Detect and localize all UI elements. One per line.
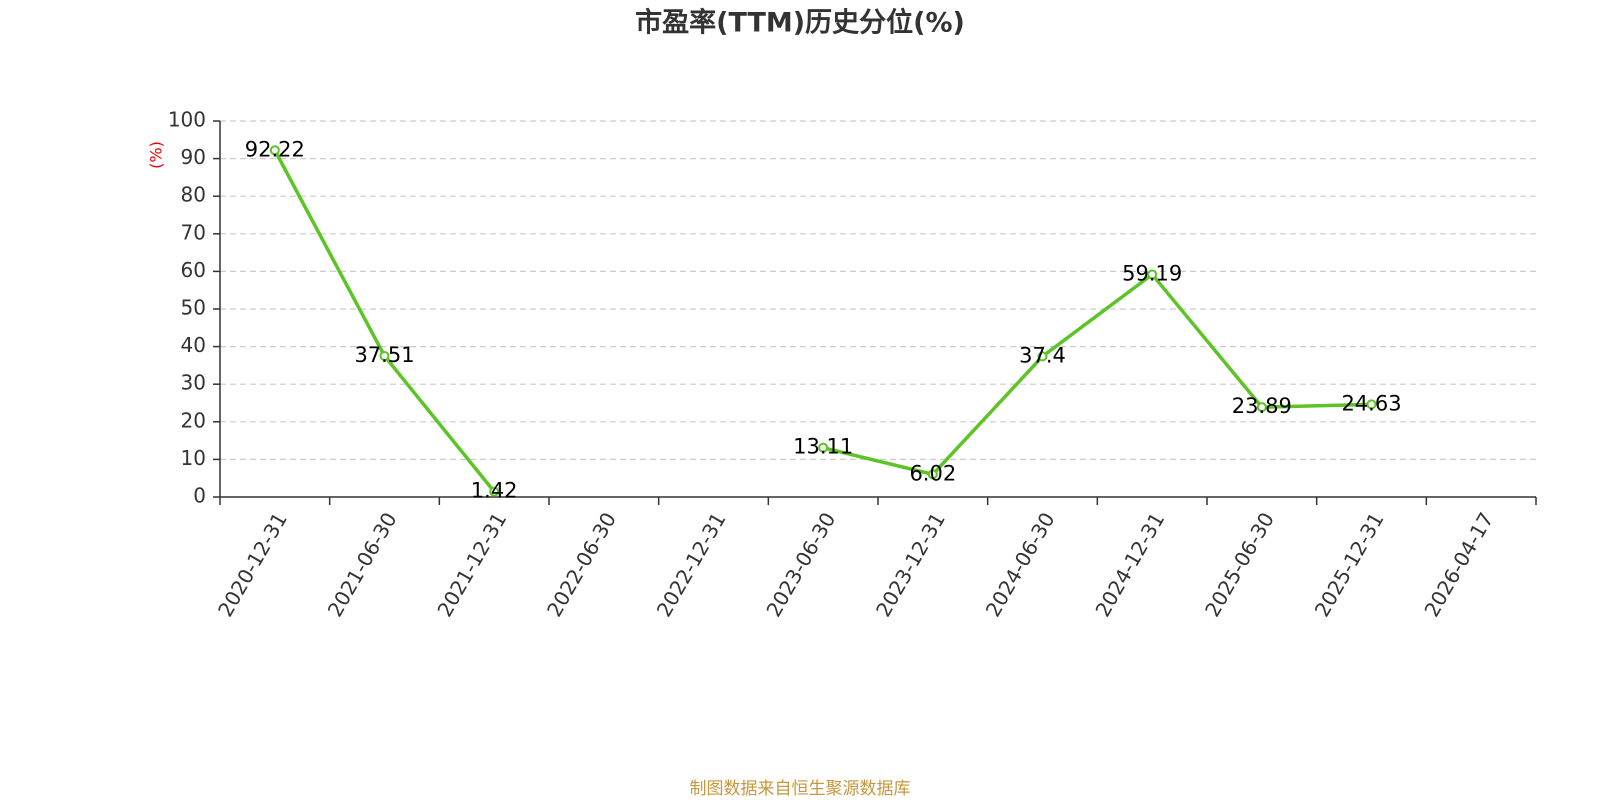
- point: [489, 486, 500, 497]
- y-tick-label: 40: [181, 333, 206, 357]
- value-label: 1.42: [471, 479, 518, 503]
- point: [927, 469, 938, 480]
- y-tick-label: 90: [181, 145, 206, 169]
- x-tick-label: 2024-12-31: [1090, 508, 1169, 621]
- value-label: 13.11: [793, 435, 853, 459]
- point: [1256, 402, 1267, 413]
- value-label: 6.02: [909, 461, 956, 485]
- x-tick-label: 2025-06-30: [1200, 508, 1279, 621]
- x-tick-label: 2023-12-31: [871, 508, 950, 621]
- y-tick-label: 60: [181, 258, 206, 282]
- value-label: 37.51: [354, 343, 414, 367]
- y-tick-label: 50: [181, 296, 206, 320]
- point: [1037, 351, 1048, 362]
- x-tick-label: 2022-06-30: [542, 508, 621, 621]
- point: [818, 442, 829, 453]
- y-tick-label: 20: [181, 408, 206, 432]
- chart-title: 市盈率(TTM)历史分位(%): [635, 7, 965, 39]
- x-tick-label: 2025-12-31: [1310, 508, 1389, 621]
- x-tick-label: 2023-06-30: [761, 508, 840, 621]
- value-label: 37.4: [1019, 343, 1066, 367]
- y-tick-label: 70: [181, 220, 206, 244]
- point: [269, 145, 280, 156]
- y-tick-label: 80: [181, 183, 206, 207]
- source-note: 制图数据来自恒生聚源数据库: [690, 779, 911, 799]
- x-tick-label: 2026-04-17: [1419, 508, 1498, 621]
- y-tick-label: 10: [181, 446, 206, 470]
- x-tick-label: 2021-12-31: [432, 508, 511, 621]
- y-tick-label: 100: [168, 108, 206, 132]
- x-tick-label: 2024-06-30: [981, 508, 1060, 621]
- point: [1147, 269, 1158, 280]
- point: [379, 350, 390, 361]
- x-tick-label: 2022-12-31: [652, 508, 731, 621]
- value-label: 23.89: [1232, 394, 1292, 418]
- y-axis-label: (%): [147, 141, 166, 169]
- value-label: 92.22: [245, 137, 305, 161]
- value-label: 24.63: [1341, 391, 1401, 415]
- y-tick-label: 0: [193, 484, 206, 508]
- point: [1366, 399, 1377, 410]
- value-label: 59.19: [1122, 261, 1182, 285]
- x-tick-label: 2020-12-31: [213, 508, 292, 621]
- x-tick-label: 2021-06-30: [323, 508, 402, 621]
- y-tick-label: 30: [181, 371, 206, 395]
